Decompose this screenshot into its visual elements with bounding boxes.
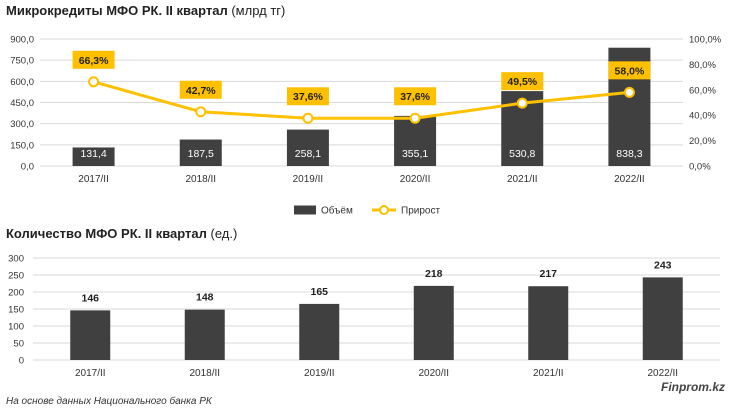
chart2-x-tick: 2019/II [304,368,335,379]
chart1-title-unit: (млрд тг) [231,3,286,18]
chart1-bar [394,115,437,166]
chart2-bar [413,285,454,360]
chart1-line-point [409,112,421,124]
chart1-bar [179,139,222,166]
chart1-line-label-box [394,87,437,106]
chart1-line-label: 58,0% [615,65,645,77]
chart1-line-label-box [608,61,651,80]
chart1-y-left-tick: 600,0 [10,77,34,88]
chart1-line-point [302,112,314,124]
chart1-x-tick: 2019/II [293,174,324,185]
chart2-x-tick: 2018/II [189,368,220,379]
footer-brand: Finprom.kz [660,380,725,394]
chart2-title-unit: (ед.) [210,226,238,241]
chart1-bar-label: 187,5 [188,148,214,160]
chart1-y-left-tick: 750,0 [10,56,34,67]
chart1-legend-line-label: Прирост [401,206,440,217]
chart1-y-right-tick: 60,0% [689,85,716,96]
chart1-bar-label: 258,1 [295,148,321,160]
chart1-line-point [516,97,528,109]
chart1-x-tick: 2018/II [185,174,216,185]
chart2-bar-label: 146 [81,292,99,304]
chart1-title: Микрокредиты МФО РК. II квартал (млрд тг… [6,3,285,18]
chart2-y-tick: 0 [19,356,24,367]
chart2-bar [299,303,340,360]
chart1-line-point [88,76,100,88]
chart2-y-tick: 200 [8,288,24,299]
chart1-line-point [195,106,207,118]
chart2-y-tick: 250 [8,271,24,282]
chart2-bar-label: 165 [310,286,328,298]
chart1-y-right-tick: 0,0% [689,162,711,173]
chart2-x-tick: 2021/II [533,368,564,379]
chart1-y-right-tick: 20,0% [689,136,716,147]
chart2-title-text: Количество МФО РК. II квартал [6,226,207,241]
chart2-y-tick: 300 [8,254,24,265]
footer-source: На основе данных Национального банка РК [6,396,212,407]
chart1-bar-label: 131,4 [80,148,106,160]
chart1-bar [72,147,115,166]
chart2-bar [184,309,225,360]
chart2-bar-label: 243 [654,259,672,271]
chart2-bar-label: 217 [539,268,557,280]
chart1-legend-bar-swatch [294,205,316,215]
chart1-y-left-tick: 450,0 [10,98,34,109]
chart1-legend-bar-label: Объём [321,205,353,217]
chart1-x-tick: 2022/II [614,174,645,185]
chart1-line-label: 37,6% [400,91,430,103]
chart2-x-tick: 2017/II [75,368,106,379]
chart1-line-point [623,86,635,98]
chart1-title-text: Микрокредиты МФО РК. II квартал [6,3,228,18]
chart1-bar-label: 355,1 [402,148,428,160]
chart1-bar-label: 838,3 [616,148,642,160]
chart1-line-label: 49,5% [507,76,537,88]
chart1-line-label-box [72,50,115,69]
chart2-x-tick: 2020/II [418,368,449,379]
chart2-y-tick: 100 [8,322,24,333]
chart1-x-tick: 2021/II [507,174,538,185]
chart1-legend-line-marker [379,205,389,215]
chart1-line-label: 66,3% [79,55,109,67]
chart1-line-label: 42,7% [186,85,216,97]
chart1-y-right-tick: 80,0% [689,60,716,71]
chart1-bar [286,129,329,166]
chart1-y-right-tick: 100,0% [689,35,722,46]
chart2-bar-label: 148 [196,292,214,304]
chart1-line-label-box [286,87,329,106]
chart2-bar [642,277,683,360]
chart1-x-tick: 2020/II [400,174,431,185]
chart2-bar [70,310,111,360]
chart1-line-label: 37,6% [293,91,323,103]
chart1-line-label-box [501,72,544,91]
chart1-x-tick: 2017/II [78,174,109,185]
chart2-title: Количество МФО РК. II квартал (ед.) [6,226,237,241]
chart1-y-right-tick: 40,0% [689,111,716,122]
chart2-bar [528,286,569,360]
chart1-y-left-tick: 150,0 [10,140,34,151]
chart2-x-tick: 2022/II [647,368,678,379]
chart1-bar-label: 530,8 [509,148,535,160]
chart1-y-left-tick: 900,0 [10,35,34,46]
chart2-y-tick: 50 [13,339,24,350]
chart1-y-left-tick: 0,0 [21,162,34,173]
chart1-line-prirost [93,80,630,120]
chart2-y-tick: 150 [8,305,24,316]
chart1-y-left-tick: 300,0 [10,119,34,130]
chart1-line-label-box [179,80,222,99]
chart2-bar-label: 218 [425,268,443,280]
